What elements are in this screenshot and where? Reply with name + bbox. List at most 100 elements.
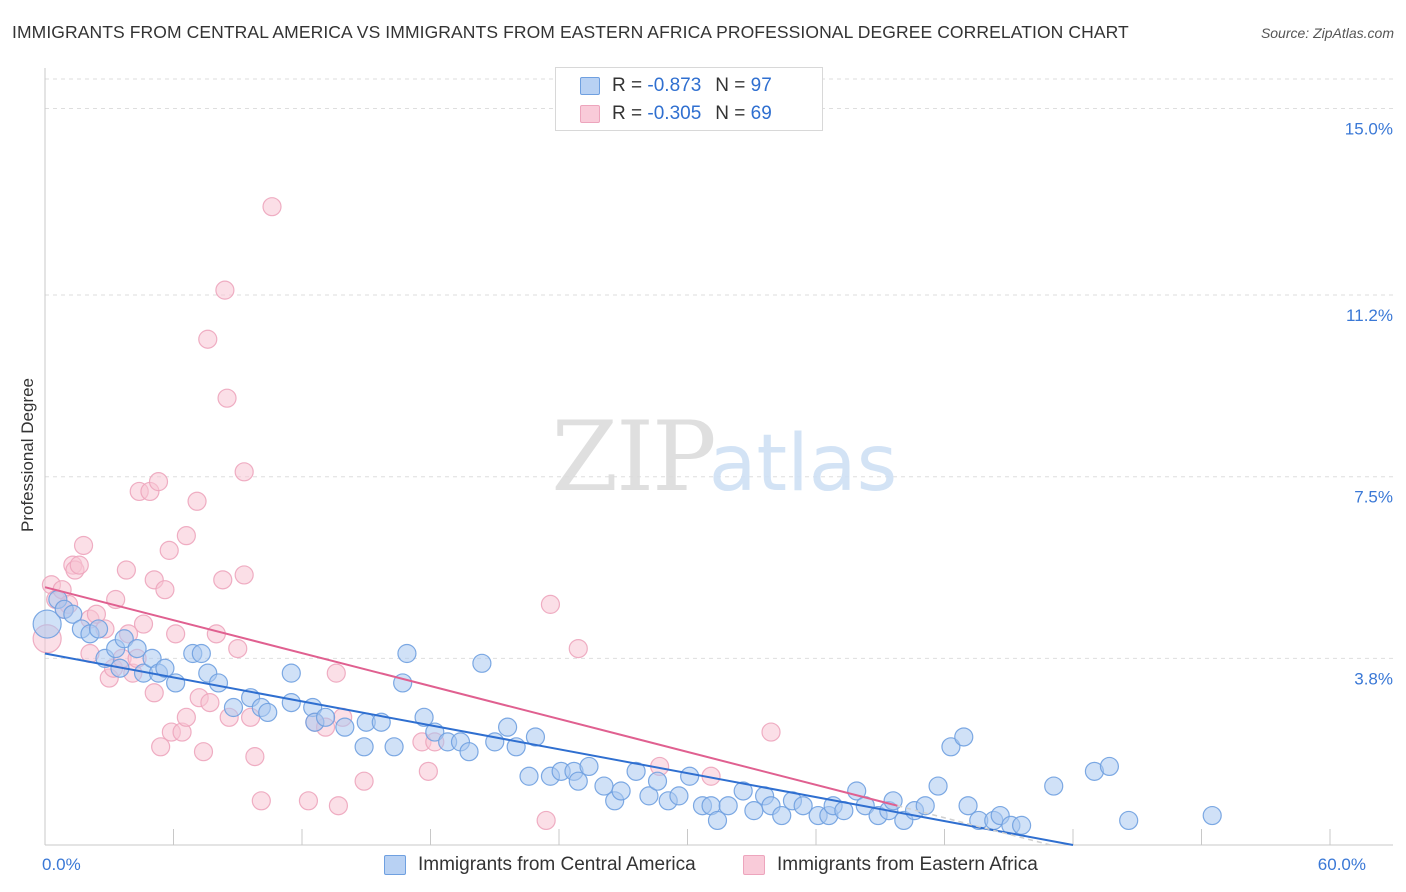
point-eastern-africa (198, 329, 218, 349)
point-central-america (611, 781, 631, 801)
point-central-america (519, 766, 539, 786)
y-tick-label: 11.2% (1346, 306, 1393, 325)
watermark: ZIP atlas (551, 401, 897, 513)
point-central-america (647, 771, 668, 791)
trend-line-eastern-africa (44, 586, 898, 807)
legend-r-value: -0.873 (647, 75, 702, 96)
y-tick-label: 3.8% (1354, 669, 1393, 688)
point-eastern-africa (159, 540, 179, 560)
legend-r-label: R = (612, 75, 643, 96)
point-central-america (1011, 815, 1032, 835)
chart-title: IMMIGRANTS FROM CENTRAL AMERICA VS IMMIG… (12, 22, 1129, 42)
point-central-america (335, 717, 355, 737)
point-central-america (928, 776, 948, 796)
legend-row-central-america: R = -0.873 N = 97 (580, 73, 772, 99)
stats-legend: R = -0.873 N = 97 R = -0.305 N = 69 (555, 67, 823, 131)
legend-n-label: N = (715, 103, 746, 124)
point-eastern-africa (228, 638, 248, 659)
y-tick-label: 15.0% (1345, 119, 1393, 138)
y-tick-label: 7.5% (1354, 488, 1393, 507)
series-eastern-africa-points (32, 197, 781, 831)
point-central-america (733, 781, 753, 801)
series-swatch-central-america (384, 855, 406, 875)
point-central-america (793, 796, 813, 816)
x-tick-label: 60.0% (1318, 855, 1366, 874)
source-label: Source: ZipAtlas.com (1260, 25, 1394, 41)
legend-swatch-central-america (580, 77, 600, 95)
point-central-america (32, 609, 62, 639)
series-name-eastern-africa: Immigrants from Eastern Africa (777, 854, 1038, 875)
point-eastern-africa (234, 565, 254, 585)
series-legend-eastern-africa: Immigrants from Eastern Africa (743, 852, 1038, 878)
series-legend-central-america: Immigrants from Central America (384, 852, 696, 878)
point-eastern-africa (418, 761, 438, 781)
point-eastern-africa (133, 614, 154, 634)
point-eastern-africa (155, 580, 175, 600)
point-central-america (707, 810, 728, 831)
point-eastern-africa (234, 462, 254, 482)
point-eastern-africa (193, 742, 214, 762)
point-central-america (354, 737, 374, 757)
point-central-america (258, 702, 278, 723)
point-central-america (472, 653, 492, 673)
point-eastern-africa (116, 560, 136, 580)
point-central-america (114, 629, 134, 649)
point-central-america (1044, 776, 1064, 796)
point-central-america (954, 727, 974, 747)
point-eastern-africa (251, 791, 271, 811)
point-eastern-africa (176, 526, 196, 546)
point-central-america (414, 707, 434, 727)
point-eastern-africa (176, 707, 196, 727)
point-central-america (669, 786, 689, 806)
point-eastern-africa (144, 683, 164, 703)
point-eastern-africa (200, 693, 220, 713)
point-eastern-africa (148, 472, 169, 492)
point-eastern-africa (73, 535, 94, 556)
point-central-america (315, 707, 336, 727)
legend-n-label: N = (715, 75, 746, 96)
x-tick-label: 0.0% (42, 855, 81, 874)
point-eastern-africa (213, 570, 233, 590)
point-central-america (281, 693, 301, 713)
point-eastern-africa (568, 638, 588, 659)
point-central-america (63, 604, 83, 624)
legend-n-value: 69 (750, 103, 772, 124)
point-central-america (384, 737, 404, 757)
point-eastern-africa (536, 810, 556, 831)
point-central-america (88, 619, 109, 639)
point-central-america (639, 786, 659, 806)
legend-r-label: R = (612, 103, 643, 124)
point-central-america (459, 742, 479, 762)
point-central-america (941, 737, 961, 757)
point-central-america (772, 805, 792, 826)
legend-r-value: -0.305 (647, 103, 702, 124)
tick-labels: 3.8% 7.5% 11.2% 15.0% 0.0% 60.0% (42, 119, 1393, 874)
point-central-america (127, 638, 147, 659)
point-eastern-africa (540, 594, 561, 614)
point-central-america (579, 756, 599, 777)
point-eastern-africa (215, 280, 235, 300)
point-eastern-africa (328, 796, 349, 816)
point-central-america (718, 796, 738, 816)
point-central-america (223, 697, 244, 718)
point-eastern-africa (206, 624, 226, 644)
point-central-america (1202, 805, 1222, 826)
point-eastern-africa (262, 197, 282, 217)
point-eastern-africa (245, 747, 265, 767)
legend-swatch-eastern-africa (580, 105, 600, 123)
watermark-atlas: atlas (709, 419, 898, 509)
point-central-america (1119, 810, 1139, 831)
point-central-america (281, 663, 301, 683)
point-central-america (208, 673, 229, 693)
point-eastern-africa (151, 737, 171, 757)
point-central-america (915, 796, 935, 816)
point-central-america (155, 658, 175, 678)
point-central-america (680, 766, 700, 786)
legend-row-eastern-africa: R = -0.305 N = 69 (580, 101, 772, 127)
point-central-america (1099, 756, 1120, 777)
point-central-america (568, 771, 588, 791)
point-eastern-africa (187, 491, 207, 511)
point-central-america (191, 643, 211, 664)
trend-lines (44, 586, 1074, 846)
